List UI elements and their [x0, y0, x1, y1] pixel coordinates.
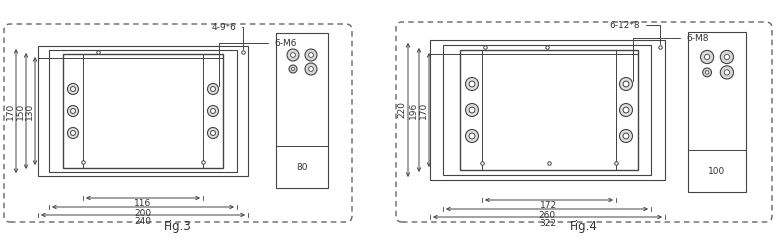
- Circle shape: [305, 49, 317, 61]
- Circle shape: [211, 109, 215, 113]
- Circle shape: [207, 128, 218, 139]
- Circle shape: [705, 71, 709, 74]
- Bar: [38, 46, 248, 176]
- Circle shape: [68, 105, 79, 116]
- Circle shape: [207, 84, 218, 95]
- Text: 172: 172: [541, 201, 558, 210]
- Text: 170: 170: [419, 101, 427, 119]
- Bar: [460, 50, 638, 170]
- Text: 116: 116: [134, 200, 151, 208]
- Text: 100: 100: [708, 167, 725, 176]
- Text: 260: 260: [538, 210, 555, 219]
- Circle shape: [725, 54, 729, 60]
- Text: 150: 150: [16, 102, 24, 120]
- Text: 6-12*8: 6-12*8: [610, 21, 660, 44]
- Bar: [430, 40, 665, 180]
- Circle shape: [725, 70, 729, 75]
- Circle shape: [68, 84, 79, 95]
- Text: 130: 130: [24, 102, 34, 120]
- Circle shape: [700, 50, 714, 64]
- Text: 80: 80: [296, 163, 308, 172]
- Text: 240: 240: [134, 217, 151, 226]
- Text: 322: 322: [539, 218, 556, 227]
- Circle shape: [291, 52, 296, 57]
- Circle shape: [289, 65, 297, 73]
- Text: 6-M6: 6-M6: [218, 39, 296, 86]
- Circle shape: [309, 52, 314, 57]
- Circle shape: [623, 133, 629, 139]
- Text: 220: 220: [398, 102, 406, 119]
- Bar: [63, 54, 223, 168]
- Text: 170: 170: [5, 102, 15, 120]
- Text: 6-M8: 6-M8: [633, 34, 708, 81]
- Bar: [49, 50, 237, 172]
- Text: 196: 196: [409, 101, 417, 119]
- Circle shape: [309, 67, 314, 71]
- Circle shape: [466, 130, 478, 142]
- Circle shape: [207, 105, 218, 116]
- Text: Fig.4: Fig.4: [570, 220, 598, 233]
- Circle shape: [469, 133, 475, 139]
- Circle shape: [70, 130, 76, 136]
- Circle shape: [720, 66, 733, 79]
- Circle shape: [68, 128, 79, 139]
- Circle shape: [720, 50, 733, 64]
- Circle shape: [469, 107, 475, 113]
- Circle shape: [466, 78, 478, 90]
- Circle shape: [623, 81, 629, 87]
- Circle shape: [305, 63, 317, 75]
- Circle shape: [287, 49, 299, 61]
- Circle shape: [619, 130, 633, 142]
- Circle shape: [469, 81, 475, 87]
- Text: 4-9*6: 4-9*6: [212, 23, 243, 49]
- Circle shape: [619, 104, 633, 116]
- Circle shape: [623, 107, 629, 113]
- Circle shape: [619, 78, 633, 90]
- Bar: [688, 32, 746, 192]
- Text: Fig.3: Fig.3: [164, 220, 192, 233]
- Circle shape: [211, 87, 215, 91]
- Circle shape: [211, 130, 215, 136]
- Circle shape: [292, 67, 295, 71]
- Circle shape: [703, 68, 711, 77]
- Bar: [443, 45, 651, 175]
- Text: 200: 200: [134, 208, 151, 217]
- Bar: [276, 33, 328, 188]
- Circle shape: [70, 109, 76, 113]
- Circle shape: [466, 104, 478, 116]
- Circle shape: [70, 87, 76, 91]
- Circle shape: [704, 54, 710, 60]
